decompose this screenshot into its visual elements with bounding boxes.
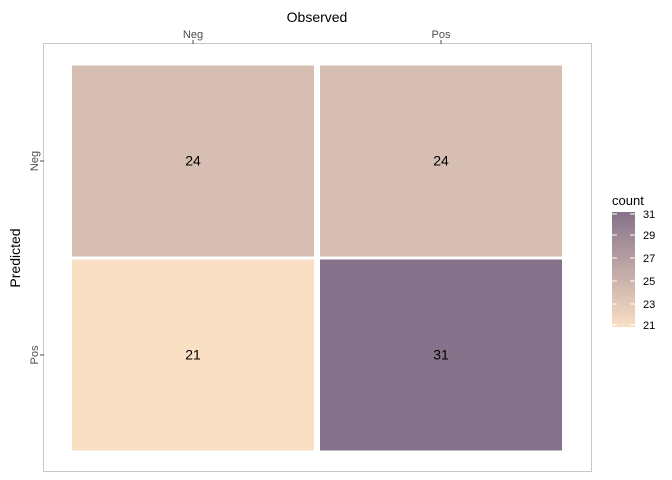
legend-tick-label: 23 (643, 299, 655, 311)
y-tick-label-neg: Neg (29, 151, 41, 171)
tile-neg-pos (72, 259, 314, 451)
tile-pos-neg (320, 65, 562, 257)
legend-tick-label: 25 (643, 276, 655, 288)
y-axis-title: Predicted (7, 228, 23, 287)
legend-tick-label: 29 (643, 230, 655, 242)
legend-tick-label: 31 (643, 209, 655, 221)
tile-label-neg-neg: 24 (185, 153, 201, 169)
legend-colorbar (612, 212, 635, 327)
tile-label-pos-pos: 31 (433, 347, 449, 363)
tile-pos-pos (320, 259, 562, 451)
legend-title: count (612, 193, 644, 208)
legend-tick-label: 27 (643, 253, 655, 265)
tile-label-pos-neg: 24 (433, 153, 449, 169)
x-tick-label-pos: Pos (432, 29, 451, 41)
y-tick-label-pos: Pos (29, 345, 41, 364)
tile-label-neg-pos: 21 (185, 347, 201, 363)
legend-tick-label: 21 (643, 320, 655, 332)
panel-border (43, 43, 592, 472)
x-tick-label-neg: Neg (183, 29, 203, 41)
x-axis-title: Observed (287, 9, 348, 25)
legend-ticks: 21 23 25 27 29 31 (612, 209, 655, 332)
tile-neg-neg (72, 65, 314, 257)
